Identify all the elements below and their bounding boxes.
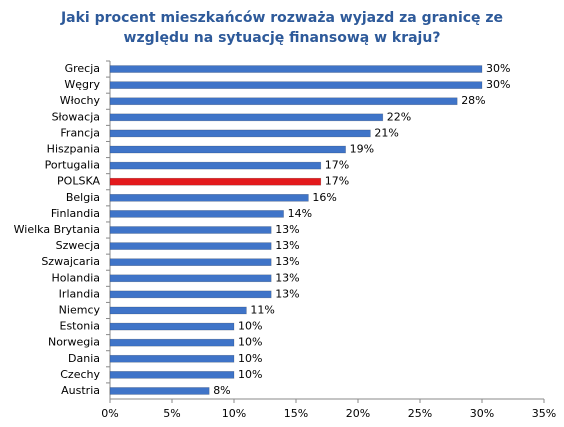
- bar: [109, 354, 235, 363]
- y-tick-label: Austria: [61, 384, 100, 397]
- bar: [109, 371, 235, 379]
- value-label: 13%: [275, 239, 299, 252]
- y-tick-label: Szwecja: [56, 239, 100, 252]
- y-tick-label: Belgia: [66, 191, 100, 204]
- chart-title: Jaki procent mieszkańców rozważa wyjazd …: [60, 10, 503, 26]
- y-tick-label: Irlandia: [59, 287, 100, 300]
- bar: [109, 306, 247, 315]
- bar: [109, 210, 284, 218]
- y-tick-label: Czechy: [60, 368, 100, 381]
- y-tick-label: Finlandia: [51, 207, 100, 220]
- value-label: 13%: [275, 271, 299, 284]
- bar: [109, 129, 371, 138]
- x-tick-label: 20%: [346, 407, 370, 420]
- value-label: 13%: [275, 287, 299, 300]
- bar: [109, 387, 210, 395]
- value-label: 17%: [325, 159, 349, 172]
- value-label: 10%: [238, 320, 262, 333]
- value-label: 13%: [275, 223, 299, 236]
- value-label: 30%: [486, 62, 510, 75]
- value-label: 10%: [238, 368, 262, 381]
- bar: [109, 322, 235, 331]
- value-label: 17%: [325, 175, 349, 188]
- bar: [109, 65, 483, 73]
- y-tick-label: Hiszpania: [47, 143, 100, 156]
- value-label: 8%: [213, 384, 230, 397]
- bar: [109, 81, 483, 89]
- bar: [109, 97, 458, 106]
- x-tick-label: 30%: [470, 407, 494, 420]
- value-label: 30%: [486, 78, 510, 91]
- x-tick-label: 0%: [101, 407, 118, 420]
- y-tick-label: Włochy: [60, 94, 101, 107]
- bar: [109, 242, 272, 250]
- y-tick-label: Szwajcaria: [41, 255, 100, 268]
- y-tick-label: Estonia: [60, 320, 101, 333]
- value-label: 13%: [275, 255, 299, 268]
- bar: [109, 194, 309, 202]
- value-label: 28%: [461, 94, 485, 107]
- x-tick-label: 5%: [163, 407, 180, 420]
- bar: [109, 113, 384, 122]
- value-label: 14%: [288, 207, 312, 220]
- x-tick-label: 10%: [222, 407, 246, 420]
- x-tick-label: 15%: [284, 407, 308, 420]
- value-label: 19%: [350, 143, 374, 156]
- value-label: 11%: [250, 303, 274, 316]
- y-tick-label: Węgry: [64, 78, 100, 91]
- bar: [109, 258, 272, 266]
- bar: [109, 290, 272, 299]
- y-tick-label: Grecja: [65, 62, 100, 75]
- y-tick-label: Niemcy: [59, 303, 101, 316]
- bar: [109, 177, 322, 186]
- y-tick-label: POLSKA: [57, 175, 100, 188]
- bar: [109, 226, 272, 234]
- x-tick-label: 35%: [532, 407, 556, 420]
- bar: [109, 161, 322, 170]
- y-tick-label: Dania: [68, 352, 100, 365]
- bar: [109, 145, 346, 154]
- y-tick-label: Francja: [60, 126, 100, 139]
- value-label: 21%: [374, 126, 398, 139]
- bar: [109, 338, 235, 347]
- x-tick-label: 25%: [408, 407, 432, 420]
- bar: [109, 274, 272, 283]
- y-tick-label: Norwegia: [48, 336, 100, 349]
- y-tick-label: Holandia: [51, 271, 100, 284]
- chart-title: względu na sytuację finansową w kraju?: [124, 30, 441, 46]
- y-tick-label: Portugalia: [45, 159, 100, 172]
- value-label: 10%: [238, 352, 262, 365]
- y-tick-label: Słowacja: [52, 110, 100, 123]
- value-label: 22%: [387, 110, 411, 123]
- value-label: 10%: [238, 336, 262, 349]
- value-label: 16%: [312, 191, 336, 204]
- y-tick-label: Wielka Brytania: [14, 223, 100, 236]
